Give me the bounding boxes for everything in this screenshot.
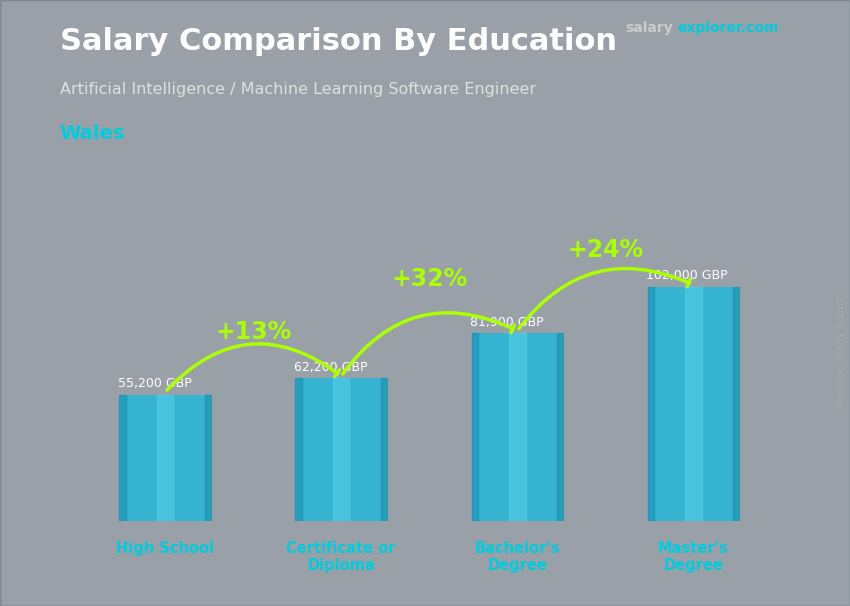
Text: explorer.com: explorer.com	[677, 21, 779, 35]
Bar	[381, 378, 387, 521]
Text: 62,200 GBP: 62,200 GBP	[293, 361, 367, 374]
Bar	[333, 378, 349, 521]
Bar	[157, 395, 173, 521]
Bar	[733, 287, 740, 521]
Text: +24%: +24%	[567, 238, 643, 262]
Bar	[296, 378, 387, 521]
Bar	[296, 378, 302, 521]
Text: Artificial Intelligence / Machine Learning Software Engineer: Artificial Intelligence / Machine Learni…	[60, 82, 536, 97]
Bar	[648, 287, 654, 521]
Bar	[472, 333, 478, 521]
Text: Certificate or
Diploma: Certificate or Diploma	[286, 541, 396, 573]
Text: Average Yearly Salary: Average Yearly Salary	[836, 295, 846, 408]
Text: Wales: Wales	[60, 124, 125, 143]
Text: High School: High School	[116, 541, 214, 556]
Bar	[509, 333, 525, 521]
Text: Salary Comparison By Education: Salary Comparison By Education	[60, 27, 616, 56]
Bar	[472, 333, 563, 521]
Text: 55,200 GBP: 55,200 GBP	[117, 377, 191, 390]
Text: +32%: +32%	[391, 267, 468, 291]
Text: Master's
Degree: Master's Degree	[658, 541, 728, 573]
Bar	[119, 395, 211, 521]
Text: Bachelor's
Degree: Bachelor's Degree	[474, 541, 560, 573]
Text: +13%: +13%	[215, 319, 292, 344]
Text: 81,900 GBP: 81,900 GBP	[470, 316, 543, 328]
Bar	[557, 333, 563, 521]
Bar	[685, 287, 701, 521]
Text: salary: salary	[625, 21, 672, 35]
Text: 102,000 GBP: 102,000 GBP	[646, 270, 728, 282]
Bar	[648, 287, 740, 521]
Bar	[119, 395, 126, 521]
Bar	[205, 395, 211, 521]
